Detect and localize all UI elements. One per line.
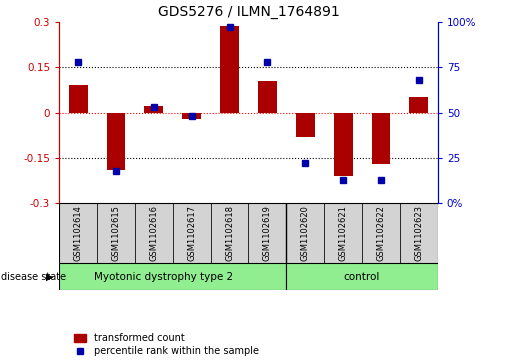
- Bar: [409, 97, 428, 113]
- Title: GDS5276 / ILMN_1764891: GDS5276 / ILMN_1764891: [158, 5, 339, 19]
- Text: GSM1102619: GSM1102619: [263, 205, 272, 261]
- Text: disease state: disease state: [1, 272, 65, 282]
- Text: GSM1102615: GSM1102615: [112, 205, 121, 261]
- Bar: [59, 203, 97, 263]
- Text: GSM1102623: GSM1102623: [415, 205, 423, 261]
- Text: GSM1102618: GSM1102618: [225, 205, 234, 261]
- Bar: [220, 26, 239, 113]
- Bar: [182, 113, 201, 119]
- Bar: [68, 85, 88, 113]
- Text: GSM1102617: GSM1102617: [187, 205, 196, 261]
- Bar: [362, 203, 400, 263]
- Text: GSM1102620: GSM1102620: [301, 205, 310, 261]
- Bar: [211, 203, 248, 263]
- Bar: [173, 203, 211, 263]
- Bar: [59, 263, 286, 290]
- Text: GSM1102616: GSM1102616: [149, 205, 158, 261]
- Bar: [334, 113, 353, 176]
- Legend: transformed count, percentile rank within the sample: transformed count, percentile rank withi…: [74, 333, 259, 356]
- Text: ▶: ▶: [46, 272, 54, 282]
- Bar: [107, 113, 126, 170]
- Text: GSM1102622: GSM1102622: [376, 205, 385, 261]
- Text: GSM1102614: GSM1102614: [74, 205, 82, 261]
- Text: Myotonic dystrophy type 2: Myotonic dystrophy type 2: [94, 272, 233, 282]
- Bar: [135, 203, 173, 263]
- Bar: [258, 81, 277, 113]
- Text: GSM1102621: GSM1102621: [339, 205, 348, 261]
- Bar: [296, 113, 315, 137]
- Bar: [144, 106, 163, 113]
- Bar: [400, 203, 438, 263]
- Bar: [97, 203, 135, 263]
- Bar: [371, 113, 390, 164]
- Bar: [286, 203, 324, 263]
- Text: control: control: [344, 272, 380, 282]
- Bar: [324, 203, 362, 263]
- Bar: [286, 263, 438, 290]
- Bar: [248, 203, 286, 263]
